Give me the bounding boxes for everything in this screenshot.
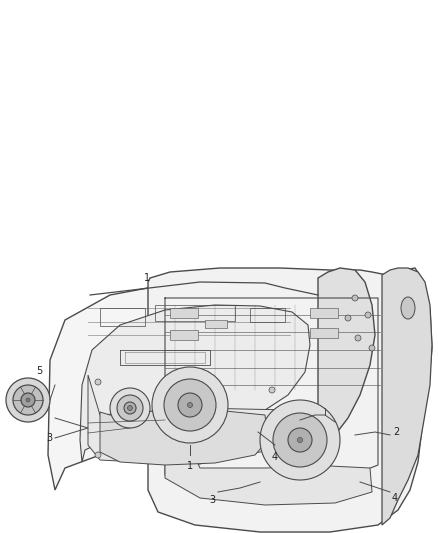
Circle shape: [164, 379, 216, 431]
Circle shape: [288, 428, 312, 452]
Circle shape: [6, 378, 50, 422]
Circle shape: [269, 387, 275, 393]
Polygon shape: [88, 375, 295, 465]
Circle shape: [365, 312, 371, 318]
Polygon shape: [100, 410, 268, 465]
Polygon shape: [382, 268, 432, 525]
Circle shape: [369, 345, 375, 351]
Circle shape: [117, 395, 143, 421]
Bar: [310, 308, 338, 318]
Text: 3: 3: [209, 495, 215, 505]
Circle shape: [352, 295, 358, 301]
Text: 3: 3: [46, 433, 52, 443]
Text: 2: 2: [393, 427, 399, 437]
Circle shape: [124, 402, 136, 414]
Circle shape: [297, 438, 303, 442]
Circle shape: [282, 419, 288, 425]
Circle shape: [152, 367, 228, 443]
Bar: [170, 308, 198, 318]
Text: 4: 4: [272, 452, 278, 462]
Circle shape: [127, 406, 133, 410]
Circle shape: [26, 398, 30, 402]
Text: 1: 1: [187, 461, 193, 471]
Circle shape: [95, 452, 101, 458]
Circle shape: [187, 402, 192, 408]
Circle shape: [13, 385, 43, 415]
Polygon shape: [48, 276, 342, 490]
Bar: [170, 330, 198, 340]
Polygon shape: [80, 305, 310, 462]
Bar: [205, 320, 227, 328]
Text: 1: 1: [144, 273, 150, 283]
Text: 4: 4: [392, 493, 398, 503]
Bar: [310, 328, 338, 338]
Circle shape: [110, 388, 150, 428]
Circle shape: [178, 393, 202, 417]
Ellipse shape: [401, 297, 415, 319]
Circle shape: [345, 315, 351, 321]
Circle shape: [21, 393, 35, 407]
Polygon shape: [148, 268, 432, 532]
Circle shape: [260, 400, 340, 480]
Polygon shape: [165, 395, 372, 505]
Circle shape: [95, 379, 101, 385]
Circle shape: [355, 335, 361, 341]
Polygon shape: [318, 268, 375, 442]
Circle shape: [273, 413, 327, 467]
Text: 5: 5: [36, 366, 42, 376]
Circle shape: [265, 447, 271, 453]
